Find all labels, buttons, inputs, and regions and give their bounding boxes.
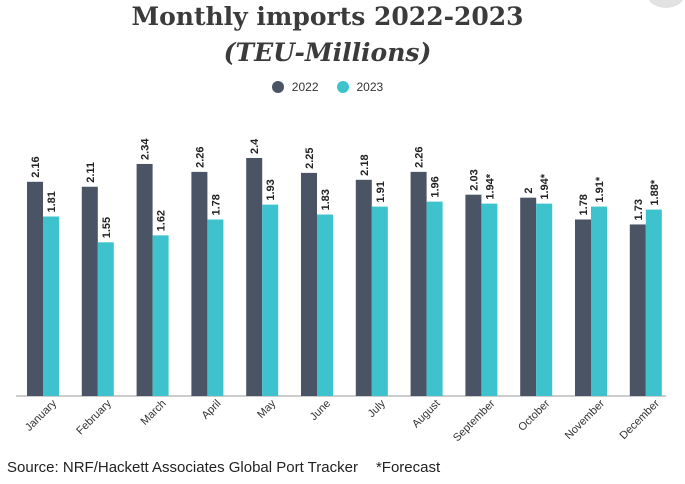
- bar-2022-july: [355, 179, 372, 396]
- bar-2022-april: [191, 171, 208, 396]
- bar-2023-july: [371, 206, 388, 396]
- bar-2023-january: [43, 216, 59, 396]
- legend-label-2023: 2023: [356, 80, 384, 94]
- bar-2023-april: [207, 219, 224, 396]
- legend-swatch-2023: [336, 81, 349, 93]
- legend: 2022 2023: [0, 80, 655, 94]
- x-tick-label-august: August: [410, 398, 443, 431]
- chart-title: Monthly imports 2022-2023: [131, 2, 524, 31]
- x-tick-label-march: March: [139, 398, 169, 428]
- x-tick-label-december: December: [618, 397, 663, 442]
- data-label-2022-november: 1.78: [578, 194, 590, 215]
- data-label-2022-april: 2.26: [194, 146, 206, 167]
- data-label-2023-april: 1.78: [210, 194, 222, 215]
- x-tick-label-november: November: [563, 397, 608, 442]
- bar-2022-june: [301, 172, 317, 396]
- source-footer: Source: NRF/Hackett Associates Global Po…: [7, 459, 440, 476]
- x-tick-label-september: September: [451, 397, 498, 444]
- bar-2023-october: [536, 203, 553, 396]
- bar-2022-may: [246, 158, 263, 396]
- bar-2022-december: [629, 224, 646, 396]
- x-tick-label-october: October: [516, 397, 552, 433]
- data-label-2023-october: 1.94*: [539, 173, 551, 199]
- data-label-2022-march: 2.34: [140, 138, 152, 160]
- bar-2023-august: [426, 201, 443, 396]
- data-label-2022-june: 2.25: [304, 147, 316, 168]
- data-label-2022-february: 2.11: [85, 162, 97, 183]
- data-label-2022-september: 2.03: [468, 169, 480, 190]
- source-text: Source: NRF/Hackett Associates Global Po…: [7, 459, 358, 476]
- x-tick-label-june: June: [308, 398, 333, 423]
- bar-2022-august: [410, 171, 427, 396]
- data-label-2022-january: 2.16: [30, 156, 42, 177]
- data-label-2023-january: 1.81: [46, 191, 58, 212]
- bar-2023-march: [152, 235, 169, 396]
- bar-2022-january: [27, 181, 43, 396]
- x-tick-label-may: May: [255, 397, 279, 421]
- data-label-2022-july: 2.18: [359, 154, 371, 175]
- chart-title-block: Monthly imports 2022-2023 (TEU-Millions): [0, 0, 655, 72]
- legend-item-2023: 2023: [336, 80, 384, 94]
- x-tick-label-january: January: [23, 397, 60, 434]
- data-label-2023-june: 1.83: [320, 189, 332, 210]
- x-tick-label-february: February: [74, 397, 114, 437]
- bar-2022-november: [575, 219, 591, 396]
- data-label-2022-october: 2: [523, 188, 535, 194]
- data-label-2023-september: 1.94*: [484, 173, 496, 199]
- bar-2023-may: [262, 204, 279, 396]
- data-label-2023-march: 1.62: [156, 210, 168, 231]
- data-label-2023-august: 1.96: [430, 176, 442, 197]
- bar-2022-february: [81, 186, 98, 396]
- data-label-2022-august: 2.26: [414, 146, 426, 167]
- bar-2023-june: [317, 214, 333, 396]
- data-label-2022-may: 2.4: [249, 138, 261, 154]
- bar-2023-september: [481, 203, 498, 396]
- data-label-2023-july: 1.91: [375, 181, 387, 202]
- legend-swatch-2022: [271, 81, 284, 93]
- data-label-2023-december: 1.88*: [649, 179, 661, 205]
- data-label-2023-november: 1.91*: [594, 176, 606, 202]
- legend-label-2022: 2022: [291, 80, 319, 94]
- data-label-2022-december: 1.73: [633, 199, 645, 220]
- bar-2023-february: [97, 242, 114, 396]
- bar-2022-september: [465, 194, 482, 396]
- bar-2023-november: [591, 206, 607, 396]
- x-tick-label-july: July: [366, 397, 389, 420]
- corner-decoration: [647, 0, 685, 8]
- forecast-note: *Forecast: [375, 459, 441, 476]
- bar-2022-march: [136, 163, 153, 396]
- legend-item-2022: 2022: [271, 80, 319, 94]
- data-label-2023-may: 1.93: [265, 179, 277, 200]
- x-tick-label-april: April: [199, 398, 223, 422]
- chart-subtitle: (TEU-Millions): [223, 38, 432, 67]
- bar-2023-december: [645, 209, 662, 396]
- bar-2022-october: [520, 197, 537, 396]
- data-label-2023-february: 1.55: [101, 217, 113, 238]
